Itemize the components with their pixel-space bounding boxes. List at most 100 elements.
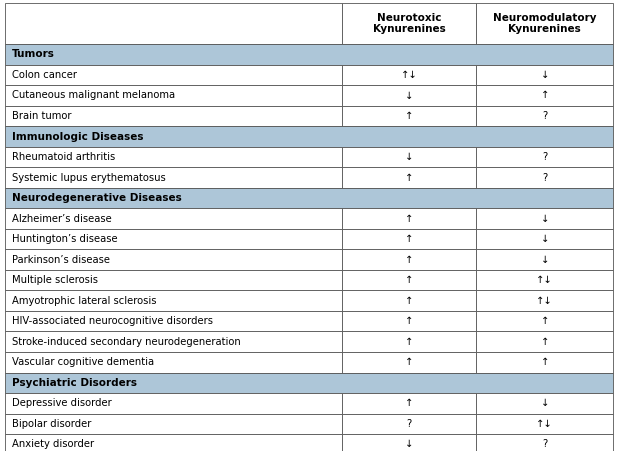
- Text: ↑: ↑: [541, 91, 549, 101]
- Text: Neurotoxic
Kynurenines: Neurotoxic Kynurenines: [373, 13, 446, 34]
- Bar: [5, 208, 342, 229]
- Text: Depressive disorder: Depressive disorder: [12, 398, 112, 408]
- Bar: [342, 167, 476, 188]
- Bar: [5, 249, 342, 270]
- Text: ↓: ↓: [541, 255, 549, 265]
- Bar: [342, 229, 476, 249]
- Text: ↑↓: ↑↓: [536, 275, 553, 285]
- Bar: [476, 331, 613, 352]
- Text: Brain tumor: Brain tumor: [12, 111, 72, 121]
- Bar: [5, 126, 613, 147]
- Bar: [342, 290, 476, 311]
- Text: HIV-associated neurocognitive disorders: HIV-associated neurocognitive disorders: [12, 316, 213, 326]
- Text: Tumors: Tumors: [12, 50, 55, 60]
- Text: ?: ?: [542, 439, 548, 449]
- Bar: [476, 270, 613, 290]
- Text: Bipolar disorder: Bipolar disorder: [12, 419, 91, 429]
- Text: ↓: ↓: [541, 70, 549, 80]
- Bar: [5, 3, 342, 44]
- Bar: [476, 106, 613, 126]
- Bar: [5, 85, 342, 106]
- Bar: [342, 393, 476, 414]
- Bar: [476, 64, 613, 85]
- Bar: [342, 414, 476, 434]
- Bar: [5, 311, 342, 331]
- Bar: [5, 167, 342, 188]
- Text: ↑: ↑: [405, 111, 413, 121]
- Text: ↑↓: ↑↓: [536, 296, 553, 306]
- Text: ↓: ↓: [405, 152, 413, 162]
- Bar: [342, 85, 476, 106]
- Text: Multiple sclerosis: Multiple sclerosis: [12, 275, 98, 285]
- Bar: [476, 3, 613, 44]
- Text: Amyotrophic lateral sclerosis: Amyotrophic lateral sclerosis: [12, 296, 157, 306]
- Bar: [5, 352, 342, 373]
- Text: Neurodegenerative Diseases: Neurodegenerative Diseases: [12, 193, 182, 203]
- Bar: [5, 188, 613, 208]
- Bar: [342, 64, 476, 85]
- Bar: [342, 270, 476, 290]
- Text: ↑: ↑: [405, 173, 413, 183]
- Bar: [5, 147, 342, 167]
- Text: ↓: ↓: [405, 439, 413, 449]
- Bar: [5, 44, 613, 64]
- Bar: [5, 434, 342, 451]
- Bar: [476, 434, 613, 451]
- Bar: [342, 311, 476, 331]
- Bar: [342, 147, 476, 167]
- Bar: [476, 249, 613, 270]
- Bar: [342, 434, 476, 451]
- Text: Immunologic Diseases: Immunologic Diseases: [12, 132, 144, 142]
- Text: ↓: ↓: [541, 398, 549, 408]
- Bar: [476, 147, 613, 167]
- Text: Huntington’s disease: Huntington’s disease: [12, 234, 118, 244]
- Bar: [476, 393, 613, 414]
- Bar: [476, 290, 613, 311]
- Text: ↓: ↓: [405, 91, 413, 101]
- Text: Systemic lupus erythematosus: Systemic lupus erythematosus: [12, 173, 166, 183]
- Bar: [476, 229, 613, 249]
- Bar: [5, 414, 342, 434]
- Bar: [342, 331, 476, 352]
- Bar: [5, 229, 342, 249]
- Text: ↓: ↓: [541, 234, 549, 244]
- Text: ?: ?: [542, 152, 548, 162]
- Bar: [342, 352, 476, 373]
- Bar: [476, 352, 613, 373]
- Text: ?: ?: [542, 111, 548, 121]
- Bar: [5, 290, 342, 311]
- Bar: [476, 167, 613, 188]
- Bar: [5, 393, 342, 414]
- Text: ↑: ↑: [405, 316, 413, 326]
- Text: ↑: ↑: [541, 316, 549, 326]
- Bar: [476, 208, 613, 229]
- Bar: [342, 208, 476, 229]
- Bar: [342, 106, 476, 126]
- Text: ↑: ↑: [405, 214, 413, 224]
- Text: ↑: ↑: [405, 398, 413, 408]
- Text: Rheumatoid arthritis: Rheumatoid arthritis: [12, 152, 116, 162]
- Bar: [5, 106, 342, 126]
- Bar: [5, 270, 342, 290]
- Text: Cutaneous malignant melanoma: Cutaneous malignant melanoma: [12, 91, 176, 101]
- Text: Psychiatric Disorders: Psychiatric Disorders: [12, 378, 137, 388]
- Text: Alzheimer’s disease: Alzheimer’s disease: [12, 214, 112, 224]
- Text: ↑: ↑: [405, 234, 413, 244]
- Text: ↑: ↑: [405, 255, 413, 265]
- Text: Stroke-induced secondary neurodegeneration: Stroke-induced secondary neurodegenerati…: [12, 337, 241, 347]
- Text: ↑: ↑: [541, 337, 549, 347]
- Text: ?: ?: [542, 173, 548, 183]
- Text: ↑: ↑: [405, 357, 413, 367]
- Text: ↑↓: ↑↓: [536, 419, 553, 429]
- Text: ?: ?: [407, 419, 412, 429]
- Text: ↓: ↓: [541, 214, 549, 224]
- Bar: [342, 3, 476, 44]
- Text: Vascular cognitive dementia: Vascular cognitive dementia: [12, 357, 154, 367]
- Bar: [5, 373, 613, 393]
- Text: Colon cancer: Colon cancer: [12, 70, 77, 80]
- Bar: [5, 331, 342, 352]
- Bar: [476, 311, 613, 331]
- Text: Parkinson’s disease: Parkinson’s disease: [12, 255, 111, 265]
- Text: ↑: ↑: [405, 296, 413, 306]
- Text: Anxiety disorder: Anxiety disorder: [12, 439, 95, 449]
